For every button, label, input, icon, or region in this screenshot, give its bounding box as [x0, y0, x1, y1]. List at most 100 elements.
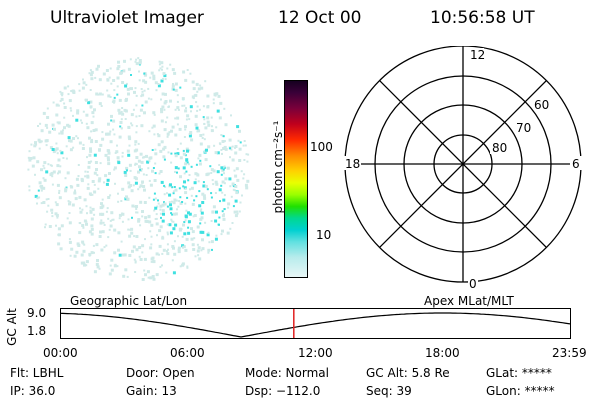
speckle	[194, 255, 197, 258]
speckle	[99, 206, 103, 210]
speckle	[120, 127, 123, 130]
speckle	[140, 95, 143, 98]
speckle	[43, 167, 46, 170]
speckle	[240, 170, 243, 173]
speckle	[47, 204, 50, 207]
speckle	[101, 212, 105, 216]
speckle	[214, 219, 218, 223]
speckle	[88, 153, 92, 157]
speckle	[158, 60, 161, 63]
speckle	[238, 129, 241, 133]
speckle	[223, 165, 226, 168]
speckle	[40, 140, 43, 143]
speckle	[163, 193, 166, 196]
colorbar-label-wrap: photon cm⁻²s⁻¹	[268, 85, 286, 255]
speckle	[55, 224, 57, 227]
speckle	[139, 184, 143, 188]
speckle	[199, 84, 202, 87]
speckle	[45, 198, 48, 201]
speckle	[191, 243, 195, 247]
speckle	[70, 90, 73, 92]
speckle	[99, 230, 102, 234]
speckle	[125, 195, 128, 199]
speckle	[109, 140, 113, 144]
speckle	[157, 199, 159, 202]
speckle	[184, 125, 187, 129]
orbit-frame	[60, 308, 571, 339]
speckle	[113, 96, 116, 99]
speckle	[231, 145, 234, 148]
speckle	[70, 247, 74, 251]
info-flt: Flt: LBHL	[10, 366, 64, 380]
speckle	[194, 114, 198, 118]
speckle	[85, 264, 88, 267]
speckle	[148, 179, 151, 182]
speckle	[107, 158, 110, 162]
speckle	[58, 192, 61, 194]
speckle	[130, 74, 132, 76]
speckle	[218, 223, 220, 226]
speckle	[166, 223, 169, 226]
speckle	[178, 127, 182, 131]
speckle	[86, 170, 89, 173]
speckle	[57, 158, 61, 162]
speckle	[166, 135, 169, 138]
speckle	[46, 116, 50, 119]
speckle	[191, 202, 195, 206]
speckle	[210, 172, 213, 174]
speckle	[76, 109, 80, 113]
uv-image	[27, 57, 250, 281]
speckle	[164, 121, 167, 124]
speckle	[138, 61, 142, 65]
speckle	[243, 173, 246, 176]
speckle	[219, 200, 221, 203]
speckle	[90, 70, 94, 74]
speckle	[57, 242, 61, 246]
speckle	[86, 186, 90, 190]
speckle	[159, 170, 163, 173]
speckle	[89, 206, 92, 209]
speckle	[144, 273, 147, 277]
orbit-plot	[60, 308, 571, 339]
speckle	[163, 202, 167, 206]
speckle	[66, 123, 70, 127]
info-glon: GLon: *****	[486, 384, 555, 398]
speckle	[36, 197, 39, 200]
speckle	[98, 235, 102, 238]
speckle	[160, 216, 162, 219]
speckle	[44, 123, 48, 127]
mlat-label-70: 70	[516, 121, 531, 135]
speckle	[158, 63, 161, 66]
speckle	[135, 248, 139, 252]
speckle	[160, 107, 163, 111]
speckle	[144, 238, 146, 241]
speckle	[78, 83, 81, 86]
speckle	[184, 128, 187, 131]
speckle	[239, 201, 242, 204]
orbit-ytick-top: 9.0	[27, 306, 47, 320]
speckle	[127, 181, 131, 185]
speckle	[172, 192, 175, 195]
speckle	[201, 201, 205, 204]
speckle	[78, 231, 82, 235]
speckle	[135, 94, 138, 97]
speckle	[140, 168, 143, 170]
speckle	[140, 88, 143, 90]
speckle	[37, 189, 40, 192]
speckle	[181, 235, 184, 238]
speckle	[220, 233, 223, 236]
speckle	[160, 79, 164, 83]
speckle	[246, 179, 250, 183]
speckle	[218, 142, 221, 145]
speckle	[66, 217, 69, 220]
speckle	[42, 111, 46, 115]
mlt-label-6: 6	[572, 157, 580, 171]
speckle	[179, 156, 183, 160]
speckle	[100, 248, 104, 252]
speckle	[221, 214, 225, 218]
speckle	[238, 159, 242, 162]
speckle	[127, 135, 131, 139]
speckle	[34, 141, 37, 145]
speckle	[169, 207, 173, 211]
speckle	[34, 173, 36, 176]
